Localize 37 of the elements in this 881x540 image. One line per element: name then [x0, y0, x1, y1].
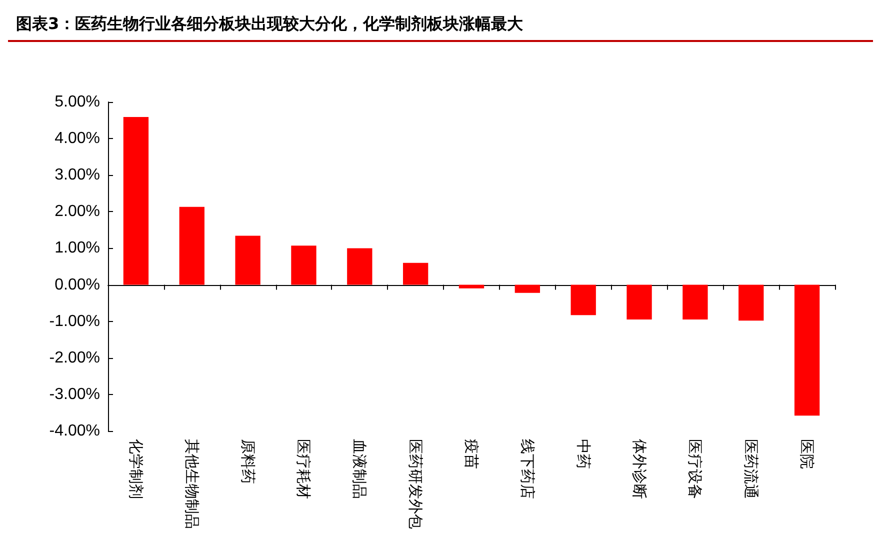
bar: [738, 284, 764, 321]
bar: [458, 284, 484, 288]
bar: [626, 284, 652, 320]
x-tick-label: 其他生物制品: [182, 439, 201, 529]
x-tick-label: 血液制品: [350, 439, 369, 499]
y-tick-label: -4.00%: [49, 422, 100, 440]
bar: [347, 248, 372, 285]
x-tick-label: 原料药: [238, 439, 257, 484]
bar: [794, 284, 820, 416]
y-tick-label: -1.00%: [49, 312, 100, 330]
x-tick-label: 医疗耗材: [294, 439, 313, 499]
x-tick-label: 医药研发外包: [406, 439, 425, 529]
bar: [123, 116, 149, 285]
y-tick-label: 0.00%: [54, 276, 100, 294]
y-tick-label: -2.00%: [49, 349, 100, 366]
y-tick-label: 5.00%: [54, 94, 100, 110]
y-tick-label: 2.00%: [54, 203, 100, 220]
chart-title: 图表3：医药生物行业各细分板块出现较大分化，化学制剂板块涨幅最大: [8, 8, 873, 42]
y-tick-label: 3.00%: [54, 166, 100, 184]
x-tick-label: 线下药店: [518, 439, 536, 499]
bar: [291, 246, 316, 285]
x-tick-label: 疫苗: [462, 439, 480, 469]
bar: [402, 262, 428, 285]
y-tick-label: 4.00%: [54, 130, 100, 148]
x-tick-label: 医疗设备: [686, 439, 704, 499]
y-tick-label: -3.00%: [49, 386, 100, 403]
bar: [514, 284, 540, 293]
x-tick-label: 体外诊断: [630, 439, 648, 499]
bar: [570, 284, 596, 316]
bar: [235, 236, 260, 285]
bar: [682, 284, 708, 320]
x-tick-label: 中药: [574, 439, 592, 469]
x-tick-label: 化学制剂: [126, 439, 145, 499]
bar: [179, 206, 204, 285]
x-tick-label: 医院: [798, 439, 816, 469]
x-tick-label: 医药流通: [742, 439, 760, 499]
y-tick-label: 1.00%: [54, 240, 100, 257]
